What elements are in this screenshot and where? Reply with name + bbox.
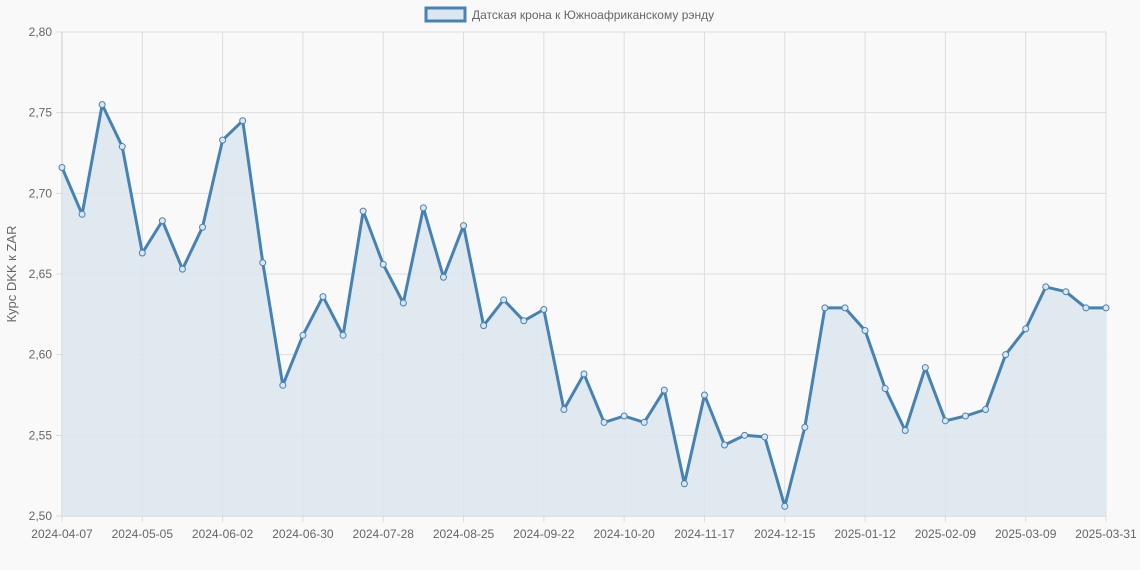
data-point[interactable] <box>640 418 648 426</box>
data-point[interactable] <box>901 426 909 434</box>
legend-swatch[interactable] <box>424 6 467 23</box>
data-point[interactable] <box>480 322 488 330</box>
x-tick-label: 2024-06-02 <box>192 527 254 541</box>
x-tick-label: 2024-11-17 <box>674 527 735 541</box>
data-point[interactable] <box>861 326 869 334</box>
data-points <box>58 101 1110 510</box>
data-point[interactable] <box>821 304 829 312</box>
data-point[interactable] <box>239 117 247 125</box>
area-fill-path <box>62 104 1106 516</box>
x-tick-label: 2024-06-30 <box>272 527 334 541</box>
y-axis-title: Курс DKK к ZAR <box>4 226 19 323</box>
legend-label: Датская крона к Южноафриканскому рэнду <box>472 8 714 22</box>
data-point[interactable] <box>359 207 367 215</box>
data-point[interactable] <box>781 502 789 510</box>
x-tick-label: 2025-01-12 <box>834 527 896 541</box>
data-point[interactable] <box>1022 325 1030 333</box>
x-tick-label: 2025-02-09 <box>915 527 977 541</box>
data-point[interactable] <box>620 412 628 420</box>
data-point[interactable] <box>98 101 106 109</box>
x-tick-label: 2024-04-07 <box>31 527 93 541</box>
x-tick-label: 2024-05-05 <box>112 527 174 541</box>
data-point[interactable] <box>700 391 708 399</box>
data-point[interactable] <box>580 370 588 378</box>
data-point[interactable] <box>520 317 528 325</box>
y-tick-label: 2,75 <box>29 106 53 120</box>
x-tick-label: 2025-03-09 <box>995 527 1057 541</box>
data-point[interactable] <box>58 164 66 172</box>
data-point[interactable] <box>881 385 889 393</box>
data-point[interactable] <box>118 143 126 151</box>
data-point[interactable] <box>982 406 990 414</box>
data-point[interactable] <box>1082 304 1090 312</box>
data-point[interactable] <box>460 222 468 230</box>
data-point[interactable] <box>399 299 407 307</box>
data-point[interactable] <box>741 431 749 439</box>
data-point[interactable] <box>299 331 307 339</box>
data-point[interactable] <box>78 210 86 218</box>
data-point[interactable] <box>259 259 267 267</box>
x-tick-label: 2024-12-15 <box>754 527 816 541</box>
area-fill <box>62 104 1106 516</box>
legend[interactable]: Датская крона к Южноафриканскому рэнду <box>424 6 714 23</box>
y-tick-label: 2,80 <box>29 25 53 39</box>
data-point[interactable] <box>219 136 227 144</box>
data-point[interactable] <box>1042 283 1050 291</box>
data-point[interactable] <box>199 223 207 231</box>
y-tick-label: 2,55 <box>29 428 53 442</box>
data-point[interactable] <box>158 217 166 225</box>
x-tick-label: 2024-09-22 <box>513 527 575 541</box>
data-point[interactable] <box>660 386 668 394</box>
data-point[interactable] <box>1002 351 1010 359</box>
x-tick-label: 2024-07-28 <box>353 527 415 541</box>
data-point[interactable] <box>600 418 608 426</box>
data-point[interactable] <box>379 260 387 268</box>
data-point[interactable] <box>921 364 929 372</box>
data-point[interactable] <box>339 331 347 339</box>
data-point[interactable] <box>178 265 186 273</box>
data-point[interactable] <box>841 304 849 312</box>
x-tick-label: 2024-10-20 <box>593 527 655 541</box>
y-tick-label: 2,65 <box>29 267 53 281</box>
data-point[interactable] <box>500 296 508 304</box>
x-tick-label: 2024-08-25 <box>433 527 495 541</box>
y-tick-label: 2,60 <box>29 348 53 362</box>
data-point[interactable] <box>560 406 568 414</box>
x-tick-label: 2025-03-31 <box>1075 527 1137 541</box>
data-point[interactable] <box>1062 288 1070 296</box>
y-axis: 2,80 2,75 2,70 2,65 2,60 2,55 2,50 <box>29 25 53 523</box>
data-point[interactable] <box>138 249 146 257</box>
x-axis: 2024-04-07 2024-05-05 2024-06-02 2024-06-30… <box>31 527 1137 541</box>
data-point[interactable] <box>721 441 729 449</box>
data-point[interactable] <box>941 417 949 425</box>
y-tick-label: 2,50 <box>29 509 53 523</box>
data-point[interactable] <box>761 433 769 441</box>
data-point[interactable] <box>279 381 287 389</box>
y-tick-label: 2,70 <box>29 186 53 200</box>
data-point[interactable] <box>319 293 327 301</box>
data-point[interactable] <box>801 423 809 431</box>
data-point[interactable] <box>680 480 688 488</box>
data-point[interactable] <box>961 412 969 420</box>
data-point[interactable] <box>540 305 548 313</box>
data-point[interactable] <box>439 273 447 281</box>
data-point[interactable] <box>419 204 427 212</box>
data-point[interactable] <box>1102 304 1110 312</box>
